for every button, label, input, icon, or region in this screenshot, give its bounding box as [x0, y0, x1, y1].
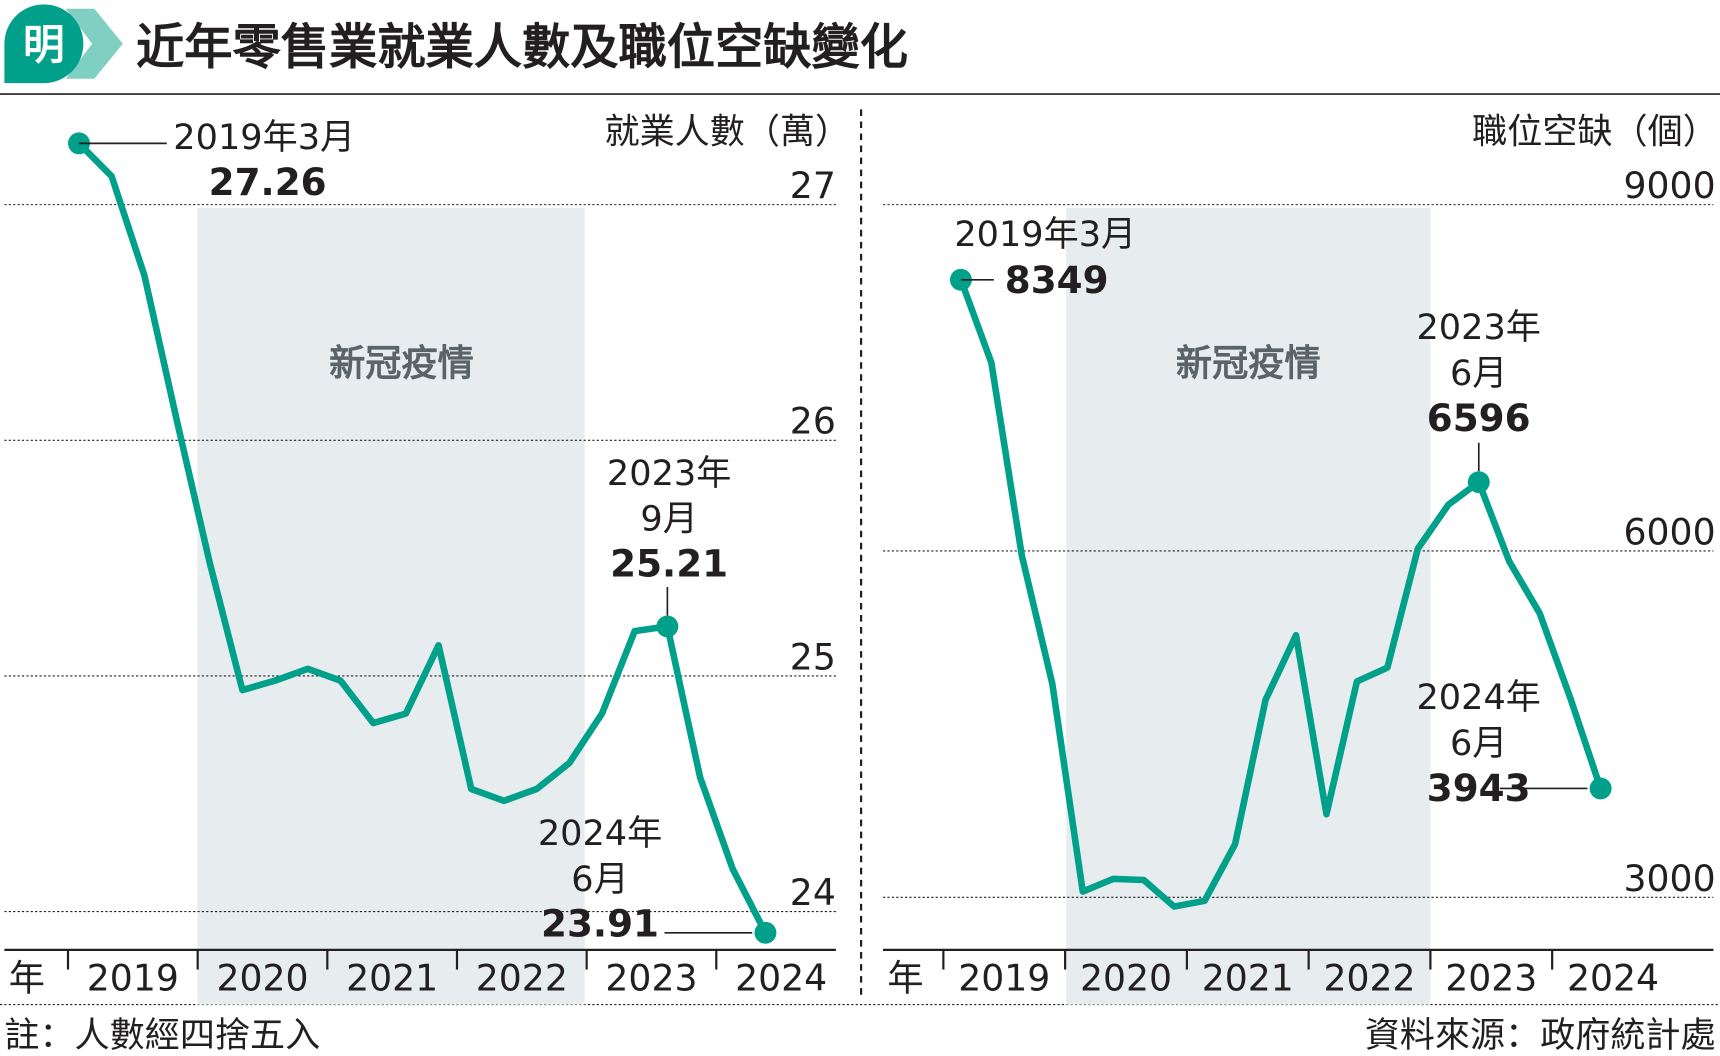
annotation-value: 6596: [1427, 396, 1531, 440]
y-tick-label: 9000: [1624, 164, 1716, 207]
y-tick-label: 24: [790, 871, 836, 914]
y-tick-label: 6000: [1624, 510, 1716, 553]
x-tick-label: 2022: [1323, 956, 1415, 999]
annotation-value: 23.91: [541, 902, 659, 946]
annotation-value: 27.26: [209, 160, 327, 204]
y-tick-label: 3000: [1624, 857, 1716, 900]
annotated-point: [656, 615, 679, 638]
x-axis-label: 年: [887, 956, 923, 999]
x-tick-label: 2024: [735, 956, 827, 999]
y-axis-label: 就業人數（萬）: [605, 111, 851, 152]
annotation-date: 2023年: [1416, 307, 1540, 348]
x-tick-label: 2020: [1080, 956, 1172, 999]
shaded-region-label: 新冠疫情: [329, 341, 474, 384]
annotation-value: 25.21: [610, 542, 728, 586]
y-axis-label: 職位空缺（個）: [1472, 111, 1718, 152]
x-axis-label: 年: [9, 956, 45, 999]
employment-chart: 新冠疫情 27 26 25 24 就業人數（萬） 年 2019 2020 2021 2022 2023…: [4, 111, 851, 1005]
shaded-region: [1066, 207, 1431, 1005]
annotation-date: 2024年: [1416, 677, 1540, 718]
x-tick-label: 2024: [1567, 956, 1659, 999]
annotated-point: [1467, 471, 1490, 494]
annotation-date: 2019年3月: [173, 117, 355, 158]
chart-title: 近年零售業就業人數及職位空缺變化: [136, 20, 908, 76]
annotation-date: 2019年3月: [954, 214, 1136, 255]
x-tick-label: 2021: [346, 956, 438, 999]
annotation-month: 6月: [571, 859, 628, 900]
series-line: [76, 141, 769, 935]
vacancy-chart: 新冠疫情 9000 6000 3000 職位空缺（個） 年 2019 2020 2021 2022…: [883, 111, 1718, 1005]
annotation-month: 6月: [1450, 723, 1507, 764]
x-tick-label: 2019: [87, 956, 179, 999]
x-tick-label: 2022: [476, 956, 568, 999]
shaded-region-label: 新冠疫情: [1176, 341, 1321, 384]
annotation-value: 3943: [1427, 766, 1531, 810]
x-tick-label: 2021: [1202, 956, 1294, 999]
logo: 明: [4, 4, 123, 84]
annotation-value: 8349: [1005, 258, 1109, 302]
annotation-month: 9月: [640, 499, 697, 540]
y-tick-label: 26: [790, 400, 836, 443]
annotation-date: 2023年: [607, 453, 731, 494]
x-tick-label: 2019: [958, 956, 1050, 999]
x-tick-label: 2020: [216, 956, 308, 999]
annotation-date: 2024年: [538, 813, 662, 854]
shaded-region: [197, 207, 585, 1005]
series-line: [957, 278, 1604, 910]
y-tick-label: 27: [790, 164, 836, 207]
annotated-point: [754, 921, 777, 944]
x-tick-label: 2023: [1445, 956, 1537, 999]
x-tick-label: 2023: [605, 956, 697, 999]
note: 註：人數經四捨五入: [4, 1015, 320, 1056]
logo-text: 明: [23, 20, 65, 69]
annotation-month: 6月: [1450, 353, 1507, 394]
source: 資料來源：政府統計處: [1365, 1015, 1716, 1056]
annotated-point: [1589, 777, 1612, 800]
y-tick-label: 25: [790, 635, 836, 678]
